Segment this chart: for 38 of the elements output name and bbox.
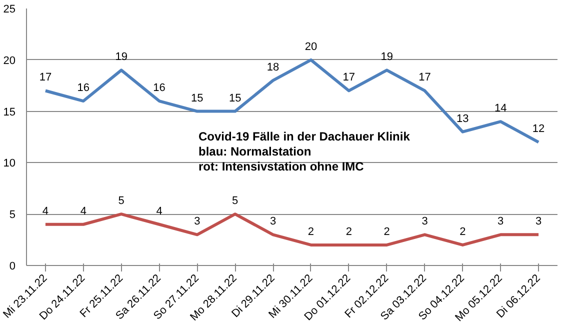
data-label: 3 — [194, 216, 200, 228]
data-label: 4 — [156, 205, 162, 218]
data-label: 16 — [153, 82, 166, 94]
y-tick-label: 15 — [3, 106, 16, 118]
annotation: blau: Normalstation — [198, 144, 312, 158]
data-label: 13 — [456, 112, 469, 125]
data-label: 15 — [191, 92, 204, 104]
data-label: 3 — [270, 216, 276, 228]
data-label: 5 — [118, 195, 124, 208]
data-label: 19 — [115, 51, 128, 64]
data-label: 12 — [532, 123, 545, 136]
data-label: 14 — [494, 102, 507, 115]
y-tick-label: 5 — [9, 209, 16, 222]
data-label: 4 — [80, 205, 86, 218]
y-tick-label: 20 — [3, 54, 16, 67]
data-label: 15 — [228, 92, 242, 104]
annotation: Covid-19 Fälle in der Dachauer Klinik — [198, 130, 410, 144]
data-label: 4 — [42, 205, 49, 218]
data-label: 2 — [308, 226, 314, 238]
line-series — [44, 212, 540, 246]
y-tick-label: 10 — [3, 158, 16, 170]
data-label: 17 — [342, 72, 356, 84]
data-label: 2 — [460, 226, 466, 238]
data-label: 3 — [498, 216, 504, 228]
data-label: 2 — [346, 226, 352, 238]
y-tick-label: 25 — [3, 4, 16, 16]
data-label: 5 — [232, 195, 238, 208]
y-tick-label: 0 — [9, 260, 16, 272]
data-label: 3 — [535, 216, 542, 228]
data-label: 17 — [418, 72, 431, 84]
data-label: 19 — [380, 51, 393, 64]
data-label: 16 — [77, 82, 90, 94]
data-label: 20 — [304, 40, 318, 53]
data-label: 18 — [266, 61, 280, 74]
data-label: 2 — [384, 226, 390, 238]
data-label: 17 — [39, 72, 52, 84]
data-label: 3 — [422, 216, 428, 228]
annotation: rot: Intensivstation ohne IMC — [198, 160, 364, 174]
